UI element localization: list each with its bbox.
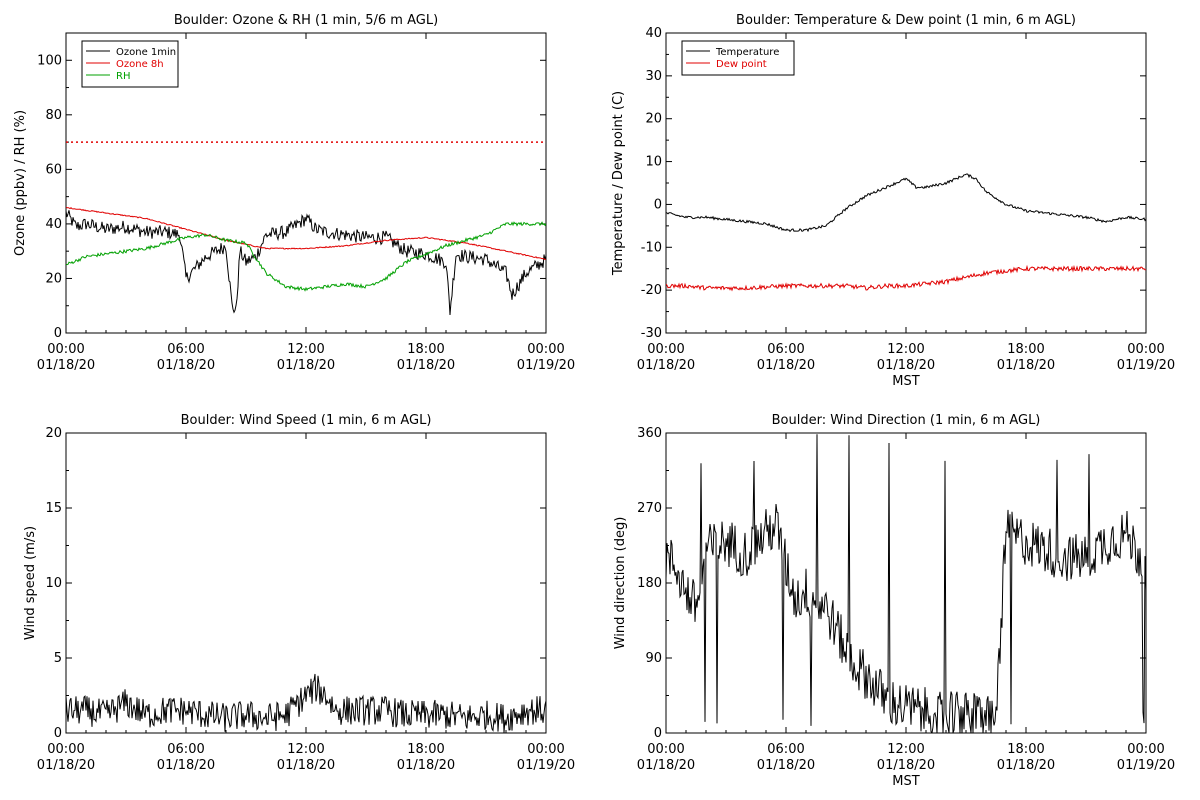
y-tick-label: 30 (645, 69, 662, 84)
x-tick-date-label: 01/18/20 (397, 758, 455, 773)
x-tick-time-label: 06:00 (767, 742, 804, 757)
x-tick-date-label: 01/18/20 (37, 758, 95, 773)
y-tick-label: -10 (641, 240, 662, 255)
x-tick-date-label: 01/18/20 (877, 358, 935, 373)
series-line-data (666, 434, 1146, 733)
y-tick-label: 60 (45, 162, 62, 177)
chart-title: Boulder: Ozone & RH (1 min, 5/6 m AGL) (174, 13, 438, 28)
y-tick-label: 80 (45, 108, 62, 123)
legend-label: Ozone 8h (116, 59, 164, 70)
chart-title: Boulder: Wind Speed (1 min, 6 m AGL) (181, 413, 432, 428)
y-tick-label: 20 (45, 271, 62, 286)
series-line-temperature (666, 173, 1146, 233)
y-tick-label: 20 (645, 112, 662, 127)
x-tick-time-label: 18:00 (407, 342, 444, 357)
y-tick-label: 10 (45, 576, 62, 591)
x-tick-date-label: 01/18/20 (757, 358, 815, 373)
x-tick-time-label: 00:00 (647, 742, 684, 757)
y-tick-label: 180 (637, 576, 662, 591)
x-tick-time-label: 00:00 (47, 742, 84, 757)
y-tick-label: 15 (45, 501, 62, 516)
legend-label: RH (116, 71, 130, 82)
legend-label: Temperature (715, 47, 779, 58)
x-tick-time-label: 12:00 (287, 742, 324, 757)
legend (81, 40, 179, 88)
chart-title: Boulder: Wind Direction (1 min, 6 m AGL) (772, 413, 1041, 428)
x-tick-time-label: 12:00 (887, 742, 924, 757)
y-axis-label: Wind direction (deg) (613, 517, 628, 650)
plot-frame (665, 32, 1147, 334)
y-tick-label: 0 (654, 726, 662, 741)
y-tick-label: 10 (645, 155, 662, 170)
x-tick-date-label: 01/19/20 (1117, 758, 1175, 773)
wind-direction-chart: Boulder: Wind Direction (1 min, 6 m AGL)… (613, 413, 1175, 789)
series-line-rh (66, 221, 546, 292)
x-tick-date-label: 01/19/20 (1117, 358, 1175, 373)
x-tick-time-label: 00:00 (527, 342, 564, 357)
y-tick-label: 360 (637, 426, 662, 441)
y-tick-label: 20 (45, 426, 62, 441)
x-tick-date-label: 01/18/20 (637, 758, 695, 773)
temperature-dewpoint-chart: Boulder: Temperature & Dew point (1 min,… (611, 13, 1175, 389)
x-axis-label: MST (892, 774, 919, 789)
y-axis-label: Temperature / Dew point (C) (611, 91, 626, 276)
series-line-data (66, 673, 546, 733)
y-tick-label: 0 (54, 326, 62, 341)
x-tick-date-label: 01/18/20 (757, 758, 815, 773)
x-tick-date-label: 01/18/20 (157, 758, 215, 773)
x-tick-time-label: 06:00 (767, 342, 804, 357)
x-tick-date-label: 01/18/20 (997, 358, 1055, 373)
x-tick-time-label: 06:00 (167, 742, 204, 757)
x-tick-date-label: 01/19/20 (517, 358, 575, 373)
x-tick-time-label: 18:00 (1007, 342, 1044, 357)
x-tick-time-label: 00:00 (647, 342, 684, 357)
plot-frame (65, 432, 547, 734)
y-axis-label: Ozone (ppbv) / RH (%) (13, 110, 28, 256)
y-tick-label: 0 (654, 197, 662, 212)
x-axis-label: MST (892, 374, 919, 389)
x-tick-date-label: 01/18/20 (877, 758, 935, 773)
x-tick-time-label: 12:00 (887, 342, 924, 357)
x-tick-time-label: 00:00 (47, 342, 84, 357)
x-tick-time-label: 00:00 (527, 742, 564, 757)
x-tick-time-label: 00:00 (1127, 342, 1164, 357)
y-tick-label: 5 (54, 651, 62, 666)
x-tick-date-label: 01/18/20 (277, 758, 335, 773)
x-tick-time-label: 12:00 (287, 342, 324, 357)
y-tick-label: -30 (641, 326, 662, 341)
x-tick-date-label: 01/19/20 (517, 758, 575, 773)
wind-speed-chart: Boulder: Wind Speed (1 min, 6 m AGL) Win… (23, 413, 575, 773)
y-tick-label: 40 (45, 217, 62, 232)
x-tick-time-label: 18:00 (407, 742, 444, 757)
y-axis-label: Wind speed (m/s) (23, 526, 38, 640)
series-line-ozone-8h (66, 206, 546, 261)
x-tick-date-label: 01/18/20 (637, 358, 695, 373)
x-tick-date-label: 01/18/20 (397, 358, 455, 373)
chart-title: Boulder: Temperature & Dew point (1 min,… (736, 13, 1076, 28)
ozone-rh-chart: Boulder: Ozone & RH (1 min, 5/6 m AGL) O… (13, 13, 575, 373)
series-line-dew-point (666, 264, 1146, 292)
legend-label: Dew point (716, 59, 767, 70)
y-tick-label: 90 (645, 651, 662, 666)
x-tick-time-label: 18:00 (1007, 742, 1044, 757)
legend (681, 40, 795, 76)
x-tick-time-label: 06:00 (167, 342, 204, 357)
x-tick-date-label: 01/18/20 (157, 358, 215, 373)
y-tick-label: 40 (645, 26, 662, 41)
x-tick-time-label: 00:00 (1127, 742, 1164, 757)
y-tick-label: 100 (37, 53, 62, 68)
y-tick-label: 270 (637, 501, 662, 516)
x-tick-date-label: 01/18/20 (37, 358, 95, 373)
x-tick-date-label: 01/18/20 (277, 358, 335, 373)
series-line-ozone-1min (66, 210, 546, 316)
legend-label: Ozone 1min (116, 47, 176, 58)
x-tick-date-label: 01/18/20 (997, 758, 1055, 773)
y-tick-label: 0 (54, 726, 62, 741)
y-tick-label: -20 (641, 283, 662, 298)
